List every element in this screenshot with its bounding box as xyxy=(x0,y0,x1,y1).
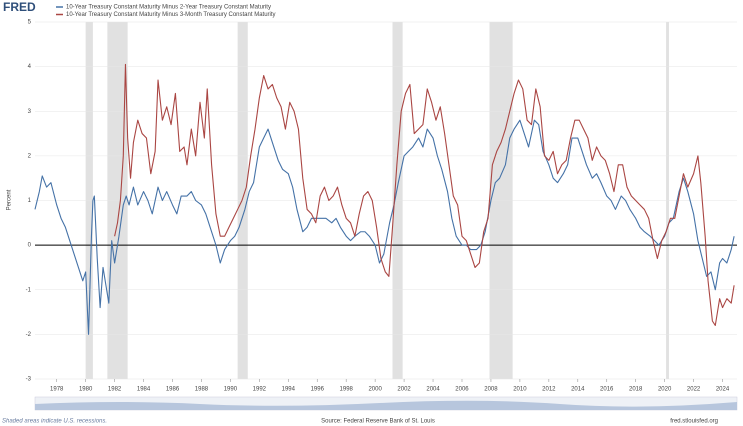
logo: FRED xyxy=(3,0,36,14)
x-tick-label: 2018 xyxy=(629,387,643,393)
series-line xyxy=(34,119,735,335)
y-tick-label: 4 xyxy=(28,64,32,70)
x-tick-label: 2014 xyxy=(571,387,585,393)
x-tick-label: 2008 xyxy=(484,387,498,393)
y-axis-label: Percent xyxy=(7,189,13,210)
y-tick-label: 2 xyxy=(28,153,32,159)
y-tick-label: 3 xyxy=(28,109,32,115)
y-tick-label: 1 xyxy=(28,198,32,204)
x-tick-label: 2020 xyxy=(658,387,672,393)
x-tick-label: 1984 xyxy=(137,387,151,393)
x-tick-label: 2006 xyxy=(455,387,469,393)
x-tick-label: 1994 xyxy=(282,387,296,393)
x-tick-label: 2000 xyxy=(368,387,382,393)
recession-note: Shaded areas indicate U.S. recessions. xyxy=(2,419,107,425)
y-tick-label: -3 xyxy=(26,377,32,383)
x-tick-label: 1990 xyxy=(224,387,238,393)
x-tick-label: 2002 xyxy=(397,387,411,393)
x-tick-label: 1982 xyxy=(108,387,122,393)
x-tick-label: 2004 xyxy=(426,387,440,393)
x-tick-label: 1992 xyxy=(253,387,267,393)
x-tick-label: 2016 xyxy=(600,387,614,393)
site: fred.stlouisfed.org xyxy=(670,419,718,425)
y-tick-label: -2 xyxy=(26,332,32,338)
navigator-area xyxy=(35,400,737,410)
x-tick-label: 1986 xyxy=(166,387,180,393)
x-tick-label: 1996 xyxy=(311,387,325,393)
source: Source: Federal Reserve Bank of St. Loui… xyxy=(321,419,435,425)
x-tick-label: 1998 xyxy=(340,387,354,393)
legend-label: 10-Year Treasury Constant Maturity Minus… xyxy=(66,12,276,18)
y-tick-label: 0 xyxy=(28,243,32,249)
legend-label: 10-Year Treasury Constant Maturity Minus… xyxy=(66,5,271,11)
x-tick-label: 2024 xyxy=(716,387,730,393)
y-tick-label: -1 xyxy=(26,287,32,293)
series-line xyxy=(114,63,735,326)
x-tick-label: 2012 xyxy=(542,387,556,393)
x-tick-label: 1980 xyxy=(79,387,93,393)
x-tick-label: 1988 xyxy=(195,387,209,393)
x-tick-label: 1978 xyxy=(50,387,64,393)
y-tick-label: 5 xyxy=(28,20,32,26)
x-tick-label: 2022 xyxy=(687,387,701,393)
x-tick-label: 2010 xyxy=(513,387,527,393)
